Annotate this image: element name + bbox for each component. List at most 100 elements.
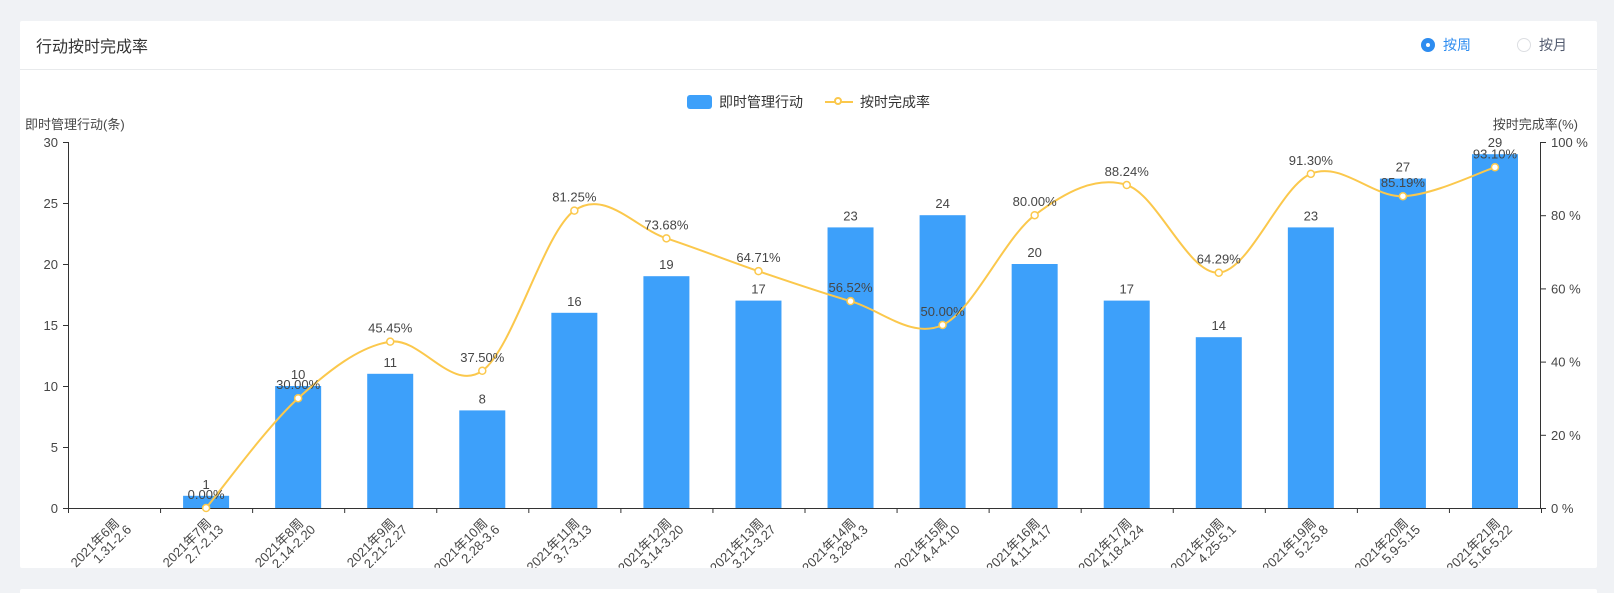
x-axis-label: 2021年15周4.4-4.10 — [891, 513, 963, 568]
x-axis-label: 2021年14周3.28-4.3 — [799, 513, 871, 568]
x-axis-label: 2021年11周3.7-3.13 — [523, 513, 594, 568]
x-axis-label: 2021年17周4.18-4.24 — [1075, 513, 1147, 568]
left-axis-tick-label: 30 — [44, 135, 58, 150]
bar-value-label: 23 — [843, 208, 857, 223]
bar[interactable] — [1195, 337, 1242, 508]
line-value-label: 30.00% — [276, 377, 321, 392]
line-series: 0.00% 30.00% 45.45% 37.50% 81.25% 73.68% 64.71… — [188, 146, 1518, 513]
completion-rate-card: 行动按时完成率 按周 按月 即时管理行动 按时完成率 即时管理行动(条) 按时完… — [20, 21, 1597, 568]
period-toggle: 按周 按月 — [1421, 35, 1567, 55]
legend-bar-label: 即时管理行动 — [719, 94, 803, 110]
x-axis-label: 2021年12周3.14-3.20 — [615, 513, 687, 568]
radio-selected-icon[interactable] — [1421, 38, 1435, 52]
bar[interactable] — [827, 227, 874, 508]
radio-by-month[interactable]: 按月 — [1517, 35, 1567, 55]
radio-by-month-label[interactable]: 按月 — [1539, 37, 1567, 53]
radio-by-week[interactable]: 按周 — [1421, 35, 1471, 55]
line-point[interactable] — [1122, 180, 1131, 190]
legend-item-line[interactable]: 按时完成率 — [825, 92, 930, 112]
line-value-label: 91.30% — [1289, 153, 1334, 168]
bar[interactable] — [1379, 178, 1426, 508]
left-axis-tick-label: 10 — [44, 379, 58, 394]
line-value-label: 81.25% — [552, 190, 597, 205]
bar-value-label: 8 — [479, 391, 486, 406]
bar[interactable] — [367, 373, 414, 508]
line-value-label: 88.24% — [1105, 164, 1150, 179]
x-axis-labels: 2021年6周1.31-2.6 2021年7周2.7-2.13 2021年8周2.1… — [68, 513, 1516, 568]
left-axis-tick-label: 5 — [51, 440, 58, 455]
line-value-label: 50.00% — [921, 304, 966, 319]
left-axis-tick-label: 25 — [44, 196, 58, 211]
bar-value-label: 24 — [935, 196, 949, 211]
line-point[interactable] — [385, 337, 395, 346]
x-axis-label: 2021年9周2.21-2.27 — [344, 513, 411, 568]
bar-value-label: 29 — [1488, 135, 1502, 150]
axes: 0 5 10 15 20 25 30 0 % 20 % 40 % 60 % 80 % 100 % — [44, 135, 1589, 516]
right-axis-tick-label: 80 % — [1551, 208, 1581, 223]
bar-value-label: 17 — [751, 282, 765, 297]
line-point[interactable] — [201, 503, 211, 513]
legend-line-label: 按时完成率 — [860, 94, 930, 110]
line-value-label: 64.29% — [1197, 252, 1242, 267]
bar-value-label: 16 — [567, 294, 581, 309]
radio-unselected-icon[interactable] — [1517, 38, 1531, 52]
radio-by-week-label[interactable]: 按周 — [1443, 37, 1471, 53]
bar[interactable] — [919, 215, 966, 508]
line-value-label: 0.00% — [188, 487, 225, 502]
bar[interactable] — [551, 312, 598, 508]
bar[interactable] — [735, 300, 782, 508]
line-value-label: 37.50% — [460, 350, 505, 365]
page-title: 行动按时完成率 — [36, 39, 149, 56]
line-swatch-icon — [825, 95, 853, 109]
line-value-label: 80.00% — [1013, 194, 1058, 209]
x-axis-label: 2021年7周2.7-2.13 — [160, 513, 227, 568]
line-value-label: 56.52% — [828, 280, 873, 295]
left-axis-tick-label: 15 — [44, 318, 58, 333]
bar[interactable] — [459, 410, 506, 508]
x-axis-label: 2021年21周5.16-5.22 — [1443, 513, 1515, 568]
x-axis-label: 2021年18周4.25-5.1 — [1167, 513, 1239, 568]
x-axis-label: 2021年8周2.14-2.20 — [252, 513, 319, 568]
bar-value-label: 19 — [659, 257, 673, 272]
bar[interactable] — [183, 495, 230, 508]
x-axis-label: 2021年10周2.28-3.6 — [431, 513, 503, 568]
right-axis-tick-label: 100 % — [1551, 135, 1588, 150]
legend-item-bars[interactable]: 即时管理行动 — [687, 92, 803, 112]
right-axis-tick-label: 0 % — [1551, 501, 1574, 516]
line-value-label: 64.71% — [736, 250, 781, 265]
x-axis-label: 2021年13周3.21-3.27 — [707, 513, 779, 568]
bar[interactable] — [1471, 154, 1518, 508]
line-point[interactable] — [662, 234, 671, 243]
bar[interactable] — [1011, 264, 1058, 508]
bar-swatch-icon — [687, 95, 712, 109]
line-value-label: 93.10% — [1473, 146, 1518, 161]
right-axis-title: 按时完成率(%) — [1492, 117, 1578, 132]
card-header: 行动按时完成率 按周 按月 — [20, 21, 1597, 70]
bar[interactable] — [1103, 300, 1150, 508]
right-axis-tick-label: 40 % — [1551, 355, 1581, 370]
line-point[interactable] — [846, 296, 855, 306]
chart-legend: 即时管理行动 按时完成率 — [20, 92, 1597, 112]
bar[interactable] — [275, 386, 322, 508]
line-point[interactable] — [570, 206, 579, 215]
left-axis-tick-label: 0 — [51, 501, 58, 516]
line-point[interactable] — [1030, 210, 1039, 220]
line-point[interactable] — [1398, 191, 1408, 201]
line-point[interactable] — [754, 266, 763, 276]
line-point[interactable] — [478, 366, 487, 375]
line-point[interactable] — [1214, 268, 1224, 277]
bar-value-label: 27 — [1396, 160, 1410, 175]
line-value-label: 45.45% — [368, 321, 413, 336]
bar-value-label: 10 — [291, 367, 305, 382]
bar[interactable] — [643, 276, 690, 508]
bar[interactable] — [1287, 227, 1334, 508]
bar-value-label: 23 — [1304, 208, 1318, 223]
line-point[interactable] — [938, 320, 947, 330]
bar-series: 1 10 11 8 16 19 17 23 24 20 17 14 23 27 29 — [183, 135, 1518, 508]
line-point[interactable] — [1490, 163, 1500, 172]
bar-value-label: 14 — [1212, 318, 1226, 333]
bar-value-label: 20 — [1027, 245, 1041, 260]
line-point[interactable] — [293, 393, 303, 403]
completion-rate-chart: 0 5 10 15 20 25 30 0 % 20 % 40 % 60 % 80 % 100 % 2021… — [44, 135, 1589, 568]
line-point[interactable] — [1306, 169, 1316, 179]
